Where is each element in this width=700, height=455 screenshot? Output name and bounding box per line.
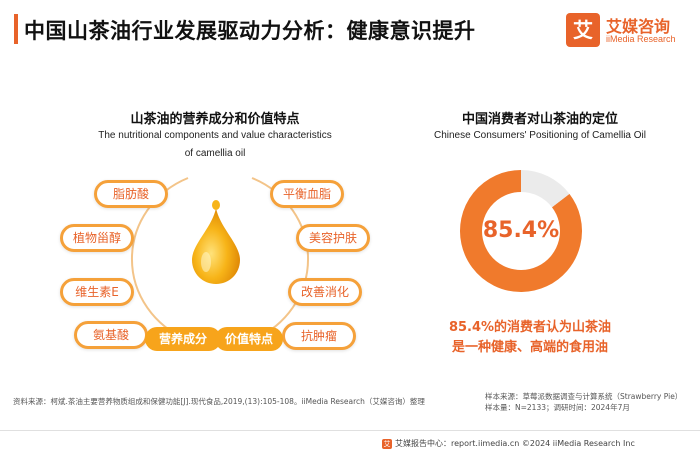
left-section-subtitle-1: The nutritional components and value cha…	[98, 130, 332, 141]
brand-name-en: iiMedia Research	[606, 34, 676, 44]
label-values: 价值特点	[215, 327, 283, 351]
value-pill-digestion: 改善消化	[288, 278, 362, 306]
brand-mark-small-icon: 艾	[382, 438, 392, 449]
footer-sample-line-1: 样本来源：草莓派数据调查与计算系统（Strawberry Pie）	[485, 392, 683, 401]
oil-drop-icon	[192, 208, 240, 284]
title-accent-bar	[14, 14, 18, 44]
right-section-subtitle: Chinese Consumers' Positioning of Camell…	[433, 130, 646, 141]
donut-slice-rest	[520, 170, 570, 208]
brand-name-cn: 艾媒咨询	[606, 17, 671, 36]
footer-source: 资料来源：柯斌.茶油主要营养物质组成和保健功能[J].现代食品,2019,(13…	[13, 397, 425, 406]
donut-center-value: 85.4%	[482, 218, 560, 243]
value-pill-anti-tumor: 抗肿瘤	[282, 322, 356, 350]
brand-logo: 艾 艾媒咨询 iiMedia Research	[566, 13, 690, 53]
value-pill-skin-care: 美容护肤	[296, 224, 370, 252]
footer-divider	[0, 430, 700, 431]
footer-sample-line-2: 样本量：N=2133；调研时间：2024年7月	[485, 403, 630, 412]
footer-bottom-text: 艾媒报告中心：report.iimedia.cn ©2024 iiMedia R…	[395, 439, 635, 448]
nutrient-pill-phytosterol: 植物甾醇	[60, 224, 134, 252]
footer-bottom: 艾艾媒报告中心：report.iimedia.cn ©2024 iiMedia …	[382, 438, 635, 449]
brand-mark-icon: 艾	[566, 13, 600, 47]
donut-chart	[460, 170, 582, 292]
nutrient-pill-fatty-acid: 脂肪酸	[94, 180, 168, 208]
donut-slice-main	[460, 170, 582, 292]
left-section-title: 山茶油的营养成分和价值特点	[130, 112, 300, 127]
small-drop-icon	[212, 200, 220, 210]
nutrient-pill-vitamin-e: 维生素E	[60, 278, 134, 306]
footer-sample: 样本来源：草莓派数据调查与计算系统（Strawberry Pie） 样本量：N=…	[485, 391, 682, 413]
label-nutrients: 营养成分	[145, 327, 221, 351]
caption-line-2: 是一种健康、高端的食用油	[451, 340, 608, 355]
caption-line-1: 85.4%的消费者认为山茶油	[448, 320, 612, 335]
left-section-subtitle-2: of camellia oil	[184, 148, 246, 159]
page-title: 中国山茶油行业发展驱动力分析：健康意识提升	[24, 19, 476, 43]
nutrient-pill-amino-acid: 氨基酸	[74, 321, 148, 349]
value-pill-balance-lipids: 平衡血脂	[270, 180, 344, 208]
right-section-title: 中国消费者对山茶油的定位	[461, 112, 618, 127]
